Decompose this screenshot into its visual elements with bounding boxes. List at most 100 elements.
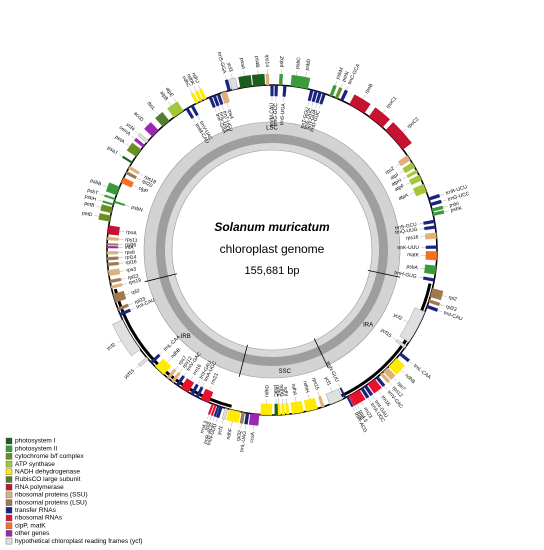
- region-label: LSC: [266, 126, 278, 132]
- gene-label: ccsA: [249, 431, 256, 443]
- gene-leader: [437, 310, 443, 313]
- gene-leader: [317, 391, 320, 397]
- gene-label: ndhE: [275, 385, 282, 398]
- gene-leader: [217, 105, 220, 111]
- gene-block: [155, 111, 170, 127]
- gene-block: [195, 386, 204, 398]
- gene-label: rps3: [126, 266, 137, 273]
- gene-leader: [102, 184, 108, 188]
- gene-leader: [226, 102, 229, 108]
- gene-leader: [138, 172, 144, 176]
- gene-leader: [183, 371, 187, 377]
- gene-leader: [408, 360, 413, 365]
- gene-label: rps14: [264, 54, 270, 67]
- gene-leader: [395, 163, 400, 167]
- region-border: [238, 344, 248, 377]
- gene-block: [360, 387, 370, 399]
- gene-block: [432, 210, 445, 216]
- gene-block: [429, 199, 442, 207]
- gene-leader: [346, 85, 349, 91]
- gene-label: rps7: [177, 355, 188, 367]
- gene-block: [100, 204, 113, 214]
- gene-block: [213, 405, 220, 417]
- organism: Solanum muricatum: [214, 220, 330, 234]
- gene-leader: [221, 104, 224, 110]
- legend-swatch: [5, 537, 13, 545]
- gene-block: [346, 396, 354, 408]
- gene-leader: [307, 100, 310, 106]
- gene-label: ycf3: [226, 62, 234, 72]
- gene-label: trnS-UGA: [279, 103, 287, 126]
- gene-leader: [94, 215, 100, 217]
- gene-block: [348, 395, 356, 407]
- gene-block: [180, 378, 195, 393]
- gene-label: rpl22: [127, 273, 139, 281]
- gene-block: [426, 304, 439, 312]
- gene-block: [397, 155, 411, 167]
- subtitle: chloroplast genome: [220, 242, 325, 256]
- gene-leader: [128, 303, 133, 306]
- gene-label: trnQ-UUG: [395, 227, 418, 236]
- gene-leader: [315, 102, 318, 108]
- gene-leader: [418, 223, 424, 225]
- gene-block: [166, 368, 177, 380]
- gene-label: rpl2: [448, 295, 458, 303]
- gene-leader: [166, 358, 171, 363]
- gene-label: infA: [125, 245, 134, 251]
- gene-block: [425, 251, 438, 261]
- gene-label: ndhB: [404, 373, 417, 386]
- gene-block: [207, 403, 214, 415]
- gene-leader: [143, 121, 148, 126]
- gene-block: [395, 339, 407, 349]
- gene-block: [200, 388, 214, 403]
- gene-leader: [125, 143, 130, 147]
- gene-label: rrn4.5: [357, 409, 369, 424]
- gene-label: ycf1: [323, 376, 332, 387]
- region-label: IRB: [181, 334, 191, 340]
- legend-swatch: [5, 484, 13, 491]
- gene-leader: [135, 365, 140, 369]
- gene-leader: [119, 270, 125, 272]
- gene-block: [238, 75, 253, 89]
- gene-block: [244, 412, 250, 425]
- gene-block: [281, 403, 286, 415]
- gene-label: trnL-CAA: [412, 363, 432, 381]
- gene-leader: [392, 337, 397, 341]
- region-border: [313, 338, 329, 369]
- gene-block: [412, 183, 427, 197]
- gene-block: [422, 276, 435, 282]
- region-label: IRA: [363, 323, 373, 329]
- gene-block: [383, 367, 396, 381]
- gene-block: [425, 245, 438, 249]
- gene-label: psaB: [253, 56, 260, 68]
- gene-label: rrn5: [355, 410, 365, 421]
- gene-block: [363, 384, 374, 397]
- gene-label: atpF: [394, 183, 406, 193]
- gene-block: [278, 73, 283, 86]
- legend-swatch: [5, 468, 13, 475]
- gene-block: [106, 256, 119, 261]
- gene-leader: [295, 397, 297, 403]
- genome-length: 155,681 bp: [244, 265, 299, 277]
- legend-swatch: [5, 507, 13, 514]
- gene-block: [274, 403, 278, 416]
- legend-label: ribosomal proteins (LSU): [15, 499, 87, 506]
- gene-block: [121, 177, 134, 188]
- gene-leader: [367, 397, 371, 402]
- gene-leader: [305, 72, 307, 78]
- gene-block: [216, 93, 224, 106]
- gene-block: [399, 307, 426, 343]
- gene-leader: [118, 153, 123, 157]
- gene-label: rps11: [125, 237, 138, 244]
- gene-label: psbT: [86, 187, 98, 196]
- gene-leader: [179, 368, 183, 374]
- gene-block: [119, 308, 132, 317]
- gene-label: rpl16: [125, 259, 137, 266]
- legend-swatch: [5, 460, 13, 468]
- legend-label: ribosomal proteins (SSU): [15, 492, 88, 499]
- gene-leader: [189, 88, 193, 94]
- gene-leader: [135, 177, 141, 181]
- gene-leader: [340, 83, 343, 89]
- gene-label: psaA: [238, 58, 246, 71]
- legend-label: photosystem II: [15, 445, 57, 452]
